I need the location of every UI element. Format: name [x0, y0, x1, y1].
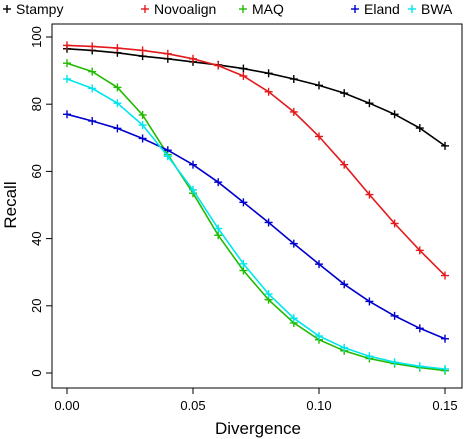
- x-tick-label: 0.15: [432, 398, 457, 413]
- data-point-novoalign: [113, 44, 122, 53]
- data-point-maq: [113, 83, 122, 92]
- legend-item-bwa: BWA: [408, 1, 453, 17]
- legend-label-novoalign: Novoalign: [154, 1, 216, 17]
- legend-label-bwa: BWA: [421, 1, 453, 17]
- data-point-bwa: [315, 332, 323, 341]
- y-tick-label: 60: [29, 164, 44, 178]
- x-axis-label: Divergence: [215, 419, 301, 438]
- y-tick-label: 20: [29, 299, 44, 313]
- data-point-novoalign: [415, 246, 424, 255]
- series-line-bwa: [66, 78, 446, 370]
- plot-frame: [51, 23, 463, 389]
- y-axis-label: Recall: [1, 181, 20, 228]
- data-point-stampy: [340, 89, 349, 98]
- data-point-bwa: [163, 152, 172, 161]
- data-point-novoalign: [289, 107, 298, 116]
- data-point-eland: [390, 311, 399, 320]
- data-point-novoalign: [138, 46, 147, 55]
- y-tick-label: 40: [29, 231, 44, 245]
- data-point-bwa: [390, 358, 399, 367]
- series-bwa: [63, 75, 449, 373]
- legend-item-novoalign: Novoalign: [141, 1, 216, 17]
- data-point-bwa: [264, 290, 273, 299]
- data-point-maq: [63, 59, 71, 68]
- data-point-stampy: [415, 124, 424, 133]
- series-line-eland: [66, 113, 446, 340]
- data-point-bwa: [239, 259, 248, 268]
- data-point-novoalign: [340, 160, 349, 169]
- data-point-bwa: [340, 343, 349, 352]
- data-point-eland: [340, 280, 349, 289]
- data-point-novoalign: [214, 61, 223, 70]
- data-point-bwa: [138, 121, 147, 130]
- legend-item-stampy: Stampy: [3, 1, 63, 17]
- data-point-eland: [189, 160, 197, 169]
- data-point-eland: [264, 218, 273, 227]
- y-tick-label: 0: [29, 369, 44, 376]
- data-point-eland: [315, 260, 323, 269]
- legend-item-maq: MAQ: [239, 1, 284, 17]
- x-tick-label: 0.10: [306, 398, 331, 413]
- data-point-eland: [239, 198, 248, 207]
- data-point-novoalign: [365, 190, 374, 199]
- data-point-stampy: [264, 69, 273, 78]
- series-novoalign: [63, 41, 449, 280]
- data-point-stampy: [315, 81, 323, 90]
- series-line-novoalign: [66, 44, 446, 277]
- series-stampy: [63, 44, 449, 150]
- legend-label-maq: MAQ: [252, 1, 284, 17]
- data-point-eland: [214, 178, 223, 187]
- data-point-eland: [138, 134, 147, 143]
- data-point-novoalign: [264, 87, 273, 96]
- x-axis: 0.00 0.05 0.10 0.15: [54, 388, 458, 413]
- data-point-bwa: [113, 99, 122, 108]
- data-point-maq: [88, 67, 97, 76]
- data-point-bwa: [88, 84, 97, 93]
- data-point-novoalign: [315, 132, 323, 141]
- data-point-stampy: [390, 110, 399, 119]
- data-point-bwa: [289, 314, 298, 323]
- x-tick-label: 0.00: [54, 398, 79, 413]
- y-tick-label: 100: [29, 26, 44, 48]
- data-point-bwa: [189, 185, 197, 194]
- data-point-novoalign: [88, 42, 97, 51]
- data-point-maq: [239, 266, 248, 275]
- data-point-bwa: [415, 362, 424, 371]
- data-point-bwa: [63, 75, 71, 83]
- data-point-bwa: [365, 352, 374, 361]
- data-point-stampy: [289, 75, 298, 83]
- series-layer: [63, 41, 449, 375]
- series-line-maq: [66, 62, 446, 372]
- x-tick-label: 0.05: [180, 398, 205, 413]
- data-point-maq: [214, 231, 223, 240]
- data-point-novoalign: [239, 71, 248, 80]
- data-point-novoalign: [441, 271, 449, 280]
- data-point-novoalign: [163, 49, 172, 58]
- series-eland: [63, 110, 449, 343]
- data-point-stampy: [441, 141, 449, 150]
- series-line-stampy: [66, 48, 446, 147]
- legend-item-eland: Eland: [351, 1, 400, 17]
- data-point-stampy: [239, 64, 248, 73]
- data-point-bwa: [441, 364, 449, 373]
- data-point-eland: [88, 117, 97, 125]
- data-point-eland: [441, 334, 449, 343]
- data-point-eland: [113, 124, 122, 133]
- legend: Stampy Novoalign MAQ Eland BWA: [3, 1, 453, 17]
- data-point-eland: [415, 324, 424, 333]
- data-point-novoalign: [63, 41, 71, 50]
- data-point-maq: [138, 110, 147, 119]
- y-axis: 0 20 40 60 80 100: [29, 26, 52, 377]
- data-point-stampy: [365, 99, 374, 108]
- data-point-eland: [289, 239, 298, 248]
- data-point-eland: [63, 110, 71, 119]
- legend-label-stampy: Stampy: [16, 1, 63, 17]
- legend-label-eland: Eland: [364, 1, 400, 17]
- data-point-bwa: [214, 224, 223, 233]
- y-tick-label: 80: [29, 97, 44, 111]
- data-point-novoalign: [390, 219, 399, 228]
- data-point-novoalign: [189, 54, 197, 63]
- data-point-eland: [365, 297, 374, 306]
